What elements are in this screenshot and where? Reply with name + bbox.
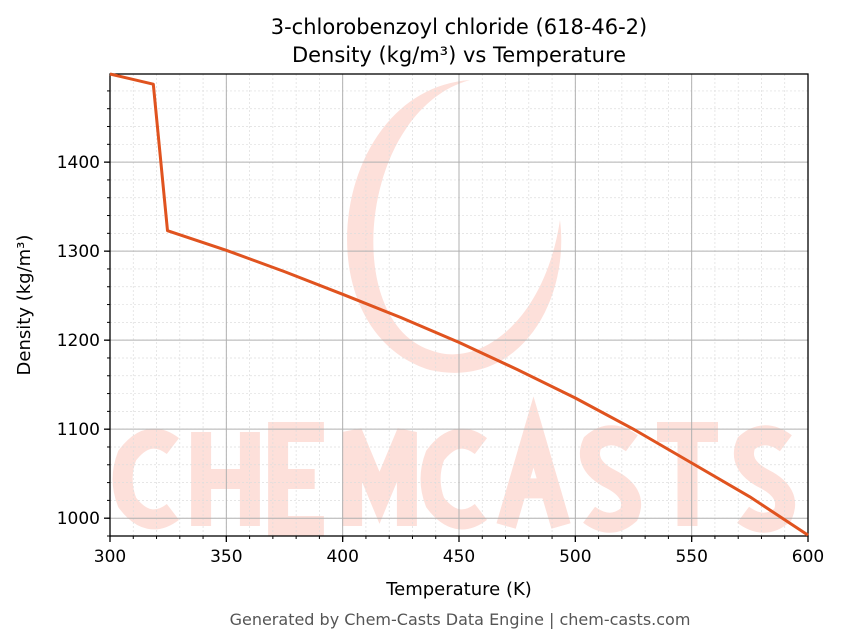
- x-tick-label: 450: [443, 547, 475, 567]
- watermark-letter: [112, 428, 179, 530]
- watermark-letter: [733, 425, 796, 533]
- footer-credit: Generated by Chem-Casts Data Engine | ch…: [230, 610, 691, 629]
- watermark-letter: [657, 422, 718, 526]
- chart-title: 3-chlorobenzoyl chloride (618-46-2): [271, 15, 648, 39]
- axis-ticks: 300 350 400 450 500 550 600 1000 1100 1200 1300 140…: [57, 90, 824, 567]
- y-tick-label: 1000: [57, 509, 100, 529]
- y-axis-label: Density (kg/m³): [14, 235, 35, 376]
- y-tick-label: 1300: [57, 242, 100, 262]
- major-grid: [109, 74, 809, 536]
- watermark-letter: [191, 432, 260, 526]
- series-layer: [109, 72, 809, 537]
- x-tick-label: 550: [675, 547, 707, 567]
- chart-subtitle: Density (kg/m³) vs Temperature: [292, 43, 626, 67]
- x-tick-label: 400: [326, 547, 358, 567]
- x-tick-label: 600: [792, 547, 824, 567]
- y-tick-label: 1200: [57, 331, 100, 351]
- watermark-letter: [268, 422, 324, 536]
- x-axis-label: Temperature (K): [385, 579, 532, 600]
- watermark-lettering: [112, 396, 796, 536]
- watermark-letter: [579, 425, 642, 533]
- watermark-letter: [420, 428, 487, 530]
- y-tick-label: 1400: [57, 153, 100, 173]
- x-tick-label: 350: [210, 547, 242, 567]
- y-tick-label: 1100: [57, 420, 100, 440]
- watermark-letter: [342, 428, 417, 526]
- density-line: [109, 72, 809, 537]
- x-tick-label: 300: [94, 547, 126, 567]
- watermark-letter: [496, 396, 571, 529]
- x-tick-label: 500: [559, 547, 591, 567]
